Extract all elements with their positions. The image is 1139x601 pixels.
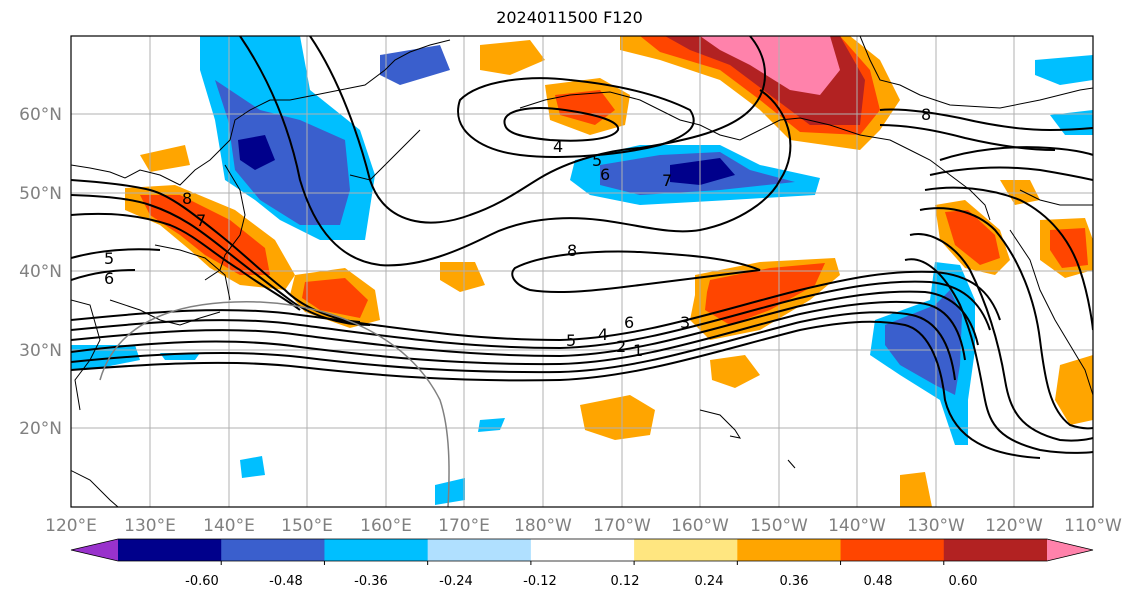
negative-anomaly-region [71, 345, 140, 370]
lon-label: 140°W [828, 516, 886, 536]
contour-label: 3 [680, 313, 690, 332]
map-title: 2024011500 F120 [496, 8, 643, 27]
lon-label: 170°E [438, 516, 490, 536]
lon-label: 130°E [124, 516, 176, 536]
negative-anomaly-region [380, 45, 450, 85]
negative-anomaly-region [1035, 55, 1093, 85]
contour-label: 7 [662, 171, 672, 190]
colorbar-extend-min [71, 539, 118, 561]
colorbar-extend-max [1047, 539, 1093, 561]
colorbar-tick-label: -0.12 [523, 574, 557, 589]
positive-anomaly-region [705, 263, 825, 325]
contour-label: 5 [592, 151, 602, 170]
lon-label: 140°E [203, 516, 255, 536]
lon-label: 130°W [907, 516, 965, 536]
contour-label: 1 [633, 341, 643, 360]
colorbar-segment [634, 539, 738, 561]
positive-anomaly-region [580, 395, 655, 440]
contour-label: 8 [567, 241, 577, 260]
contour-label: 7 [196, 211, 206, 230]
lon-label: 120°W [985, 516, 1043, 536]
longitude-labels: 120°E 130°E 140°E 150°E 160°E 170°E 180°… [45, 516, 1122, 536]
positive-anomaly-region [480, 40, 545, 75]
colorbar-tick-label: 0.48 [864, 574, 893, 589]
colorbar-segment [221, 539, 325, 561]
negative-anomaly-region [238, 135, 275, 170]
colorbar-outline [70, 538, 1094, 562]
colorbar-segment [737, 539, 842, 561]
colorbar-tick-label: -0.60 [185, 574, 219, 589]
colorbar-tick-label: -0.36 [354, 574, 388, 589]
map-frame [70, 35, 1094, 508]
contour-label: 8 [921, 105, 931, 124]
negative-anomaly-region [215, 80, 350, 225]
positive-anomaly-region [140, 145, 190, 172]
positive-anomaly-region [945, 210, 1000, 265]
lat-label: 40°N [19, 262, 62, 282]
colorbar-segment [324, 539, 429, 561]
lat-label: 60°N [19, 105, 62, 125]
positive-anomaly-region [900, 472, 932, 507]
colorbar-tick-label: -0.48 [269, 574, 303, 589]
colorbar-tick-label: 0.36 [780, 574, 809, 589]
positive-anomaly-region [302, 278, 368, 318]
lon-label: 110°W [1064, 516, 1122, 536]
colorbar-labels: -0.60 -0.48 -0.36 -0.24 -0.12 0.12 0.24 … [185, 574, 977, 589]
contour-label: 6 [104, 269, 114, 288]
colorbar [70, 538, 1094, 565]
positive-anomaly-region [1050, 228, 1088, 268]
positive-anomaly-region [710, 355, 760, 388]
contour-label: 6 [624, 313, 634, 332]
lon-label: 150°W [750, 516, 808, 536]
contour-label: 2 [616, 337, 626, 356]
region-outline [99, 301, 450, 507]
colorbar-tick-label: 0.60 [949, 574, 978, 589]
lon-label: 170°W [593, 516, 651, 536]
colorbar-tick-label: 0.12 [611, 574, 640, 589]
latitude-labels: 20°N 30°N 40°N 50°N 60°N [19, 105, 62, 439]
negative-anomaly-region [435, 478, 465, 505]
colorbar-segment [118, 539, 222, 561]
lon-label: 150°E [281, 516, 333, 536]
contour-label: 5 [566, 331, 576, 350]
positive-anomaly-region [700, 36, 840, 95]
contour-lines [71, 36, 1093, 459]
lon-label: 180°W [514, 516, 572, 536]
lon-label: 160°E [360, 516, 412, 536]
colorbar-segment [427, 539, 532, 561]
positive-anomaly-region [440, 262, 485, 292]
colorbar-tick-label: -0.24 [439, 574, 473, 589]
lat-label: 50°N [19, 184, 62, 204]
contour-label: 4 [598, 325, 608, 344]
contour-label: 5 [104, 249, 114, 268]
negative-anomaly-region [670, 158, 735, 185]
colorbar-segment [530, 539, 635, 561]
colorbar-segment [943, 539, 1048, 561]
contour-labels: 8 7 5 6 4 5 6 7 8 5 4 6 2 1 3 8 [104, 105, 931, 360]
lat-label: 30°N [19, 341, 62, 361]
lon-label: 120°E [45, 516, 97, 536]
lat-label: 20°N [19, 419, 62, 439]
lon-label: 160°W [671, 516, 729, 536]
negative-anomaly-region [885, 290, 962, 395]
colorbar-tick-label: 0.24 [695, 574, 724, 589]
contour-label: 6 [600, 165, 610, 184]
contour-label: 8 [182, 189, 192, 208]
negative-anomaly-region [240, 456, 265, 478]
contour-label: 4 [553, 137, 563, 156]
colorbar-segment [840, 539, 945, 561]
positive-anomaly-region [1055, 355, 1093, 425]
